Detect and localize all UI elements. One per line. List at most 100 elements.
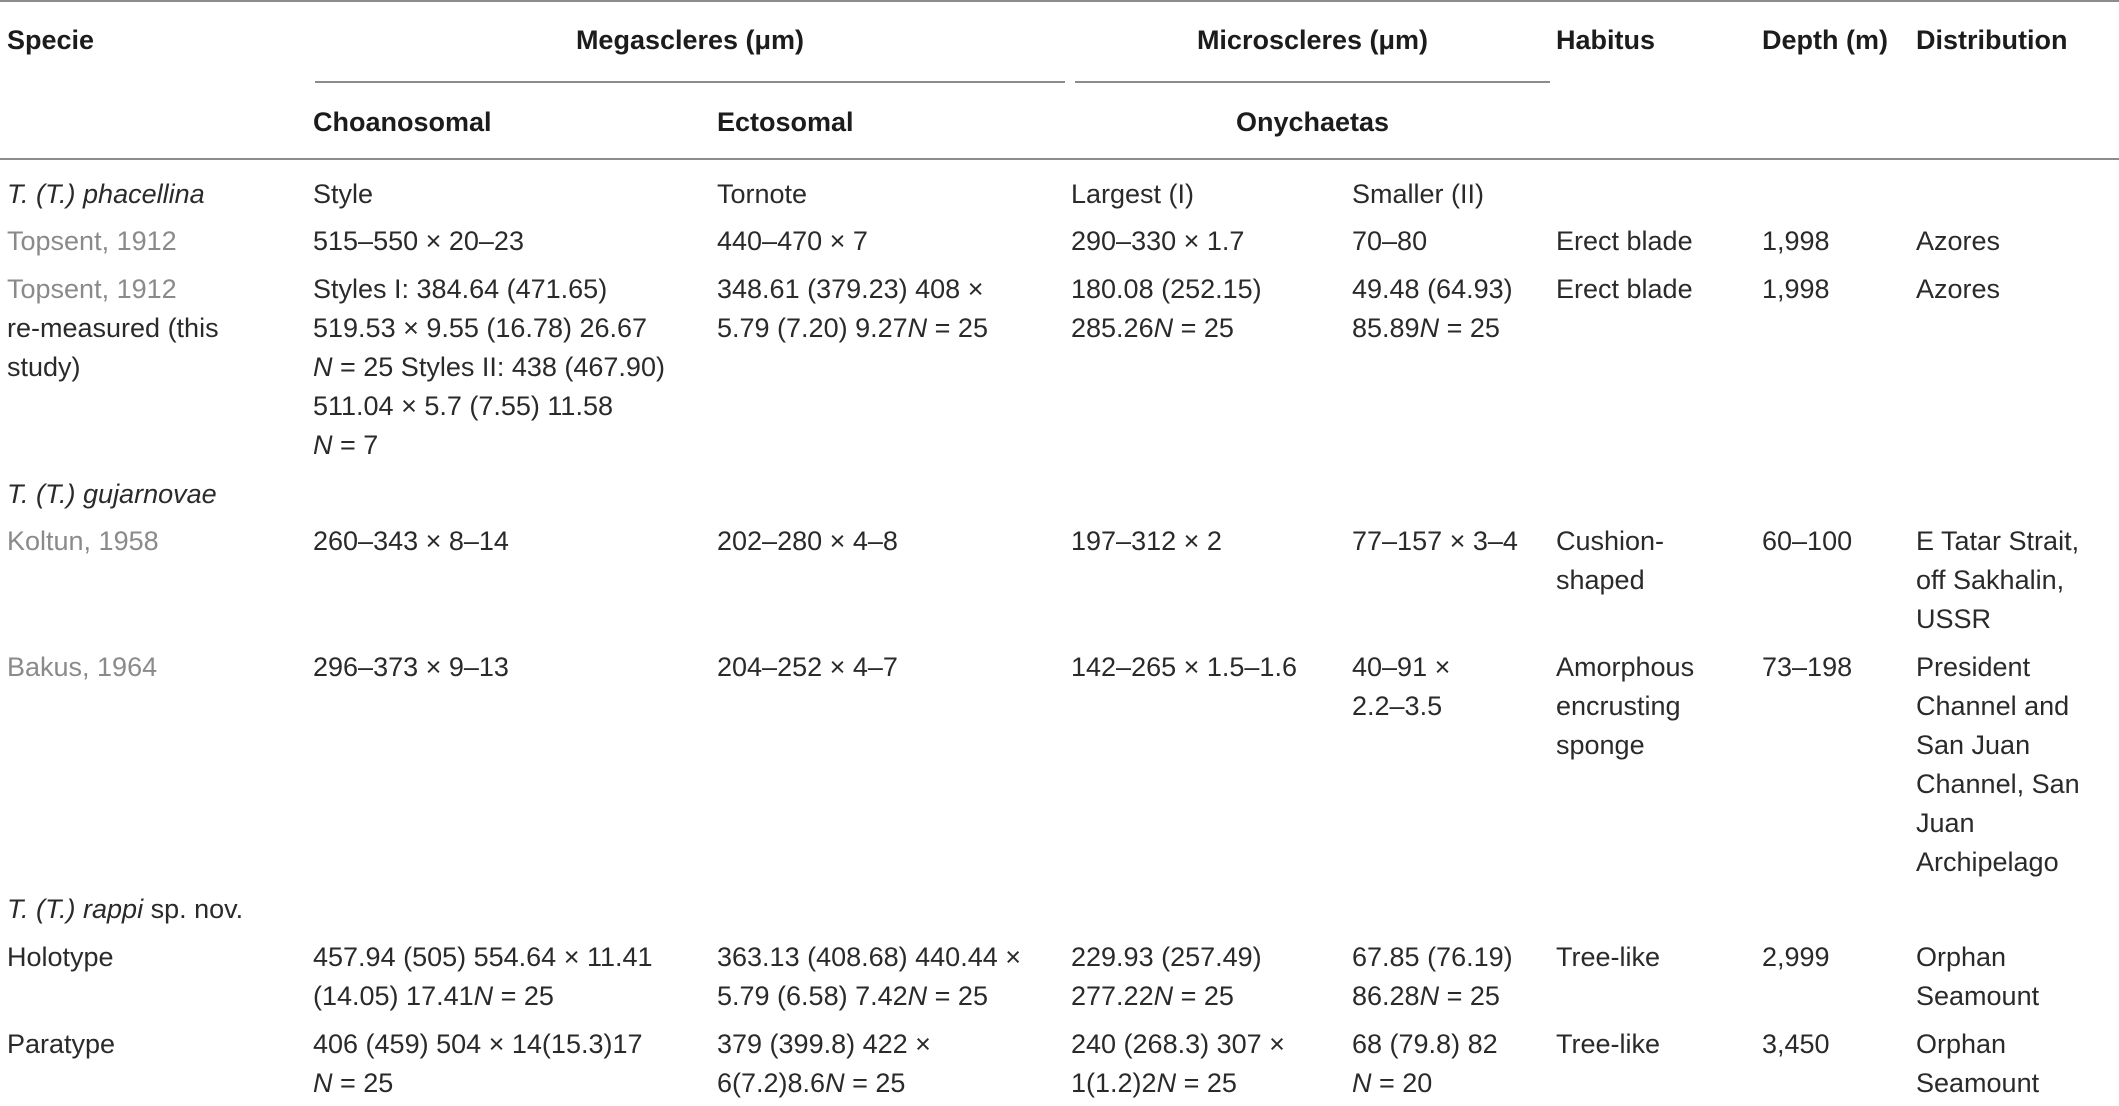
spicule-type-largest: Largest (I) — [1071, 179, 1195, 209]
cell-largest-cont: 1(1.2)2N = 25 — [1071, 1068, 1237, 1098]
header-choanosomal: Choanosomal — [313, 107, 492, 137]
cell-habitus-cont: sponge — [1556, 730, 1645, 760]
cell-specie: Holotype — [7, 942, 114, 972]
cell-smaller: 70–80 — [1352, 226, 1428, 256]
cell-smaller-cont: N = 20 — [1352, 1068, 1433, 1098]
group-species-heading: T. (T.) rappi sp. nov. — [7, 890, 243, 929]
cell-distribution: Azores — [1916, 226, 2001, 256]
cell-distribution-cont: Channel, San — [1916, 769, 2080, 799]
cell-ectosomal: 204–252 × 4–7 — [717, 652, 898, 682]
header-microscleres: Microscleres (μm) — [1196, 25, 1429, 55]
cell-habitus: Amorphous — [1556, 652, 1695, 682]
cell-specie: Topsent, 1912 — [7, 274, 177, 304]
cell-ectosomal-cont: 5.79 (7.20) 9.27N = 25 — [717, 313, 988, 343]
cell-specie: Koltun, 1958 — [7, 526, 159, 556]
cell-choanosomal-cont: 511.04 × 5.7 (7.55) 11.58 — [313, 391, 613, 421]
cell-largest: 229.93 (257.49) — [1071, 942, 1262, 972]
cell-choanosomal: 406 (459) 504 × 14(15.3)17 — [313, 1029, 643, 1059]
cell-ectosomal-cont: 5.79 (6.58) 7.42N = 25 — [717, 981, 988, 1011]
cell-smaller: 77–157 × 3–4 — [1352, 526, 1518, 556]
genus-prefix: T. (T.) — [7, 179, 84, 209]
cell-largest: 240 (268.3) 307 × — [1071, 1029, 1285, 1059]
cell-distribution-cont: Seamount — [1916, 1068, 2040, 1098]
cell-ectosomal: 202–280 × 4–8 — [717, 526, 898, 556]
cell-smaller: 49.48 (64.93) — [1352, 274, 1513, 304]
species-epithet: gujarnovae — [83, 479, 217, 509]
header-megascleres: Megascleres (μm) — [575, 25, 805, 55]
cell-largest: 180.08 (252.15) — [1071, 274, 1262, 304]
cell-choanosomal-cont: 519.53 × 9.55 (16.78) 26.67 — [313, 313, 648, 343]
cell-habitus: Tree-like — [1556, 1029, 1661, 1059]
cell-distribution: Azores — [1916, 274, 2001, 304]
cell-largest: 290–330 × 1.7 — [1071, 226, 1245, 256]
cell-specie: Bakus, 1964 — [7, 652, 158, 682]
cell-depth: 2,999 — [1762, 942, 1830, 972]
cell-depth: 60–100 — [1762, 526, 1853, 556]
cell-habitus-cont: shaped — [1556, 565, 1645, 595]
cell-smaller-cont: 86.28N = 25 — [1352, 981, 1500, 1011]
genus-prefix: T. (T.) — [7, 894, 84, 924]
cell-smaller-cont: 2.2–3.5 — [1352, 691, 1443, 721]
cell-distribution: Orphan — [1916, 1029, 2007, 1059]
cell-distribution-cont: USSR — [1916, 604, 1992, 634]
cell-distribution-cont: Seamount — [1916, 981, 2040, 1011]
header-depth: Depth (m) — [1762, 25, 1888, 55]
cell-habitus: Erect blade — [1556, 226, 1693, 256]
cell-specie-cont: re-measured (this — [7, 313, 219, 343]
cell-specie: Paratype — [7, 1029, 116, 1059]
cell-ectosomal: 348.61 (379.23) 408 × — [717, 274, 984, 304]
cell-habitus: Cushion- — [1556, 526, 1665, 556]
cell-ectosomal: 440–470 × 7 — [717, 226, 868, 256]
cell-choanosomal: 457.94 (505) 554.64 × 11.41 — [313, 942, 653, 972]
header-habitus: Habitus — [1556, 25, 1656, 55]
cell-choanosomal-cont: N = 7 — [313, 430, 379, 460]
cell-smaller: 40–91 × — [1352, 652, 1451, 682]
cell-smaller: 68 (79.8) 82 — [1352, 1029, 1498, 1059]
spicule-type-tornote: Tornote — [717, 179, 808, 209]
cell-choanosomal-cont: (14.05) 17.41N = 25 — [313, 981, 554, 1011]
cell-ectosomal: 379 (399.8) 422 × — [717, 1029, 931, 1059]
cell-distribution-cont: off Sakhalin, — [1916, 565, 2065, 595]
species-epithet: rappi — [83, 894, 144, 924]
cell-habitus: Tree-like — [1556, 942, 1661, 972]
cell-smaller: 67.85 (76.19) — [1352, 942, 1513, 972]
cell-specie: Topsent, 1912 — [7, 226, 177, 256]
spicule-type-smaller: Smaller (II) — [1352, 179, 1485, 209]
cell-choanosomal: 260–343 × 8–14 — [313, 526, 509, 556]
cell-largest-cont: 285.26N = 25 — [1071, 313, 1234, 343]
cell-choanosomal-cont: N = 25 — [313, 1068, 394, 1098]
cell-depth: 3,450 — [1762, 1029, 1830, 1059]
cell-ectosomal: 363.13 (408.68) 440.44 × — [717, 942, 1022, 972]
cell-habitus-cont: encrusting — [1556, 691, 1681, 721]
cell-distribution: E Tatar Strait, — [1916, 526, 2080, 556]
group-species-heading: T. (T.) phacellina — [7, 175, 205, 214]
species-epithet: phacellina — [83, 179, 205, 209]
cell-largest: 197–312 × 2 — [1071, 526, 1222, 556]
cell-depth: 73–198 — [1762, 652, 1853, 682]
cell-largest-cont: 277.22N = 25 — [1071, 981, 1234, 1011]
cell-choanosomal-cont: N = 25 Styles II: 438 (467.90) — [313, 352, 665, 382]
spicule-type-style: Style — [313, 179, 374, 209]
cell-distribution: President — [1916, 652, 2031, 682]
cell-ectosomal-cont: 6(7.2)8.6N = 25 — [717, 1068, 906, 1098]
species-suffix: sp. nov. — [143, 894, 244, 924]
header-specie: Specie — [7, 25, 95, 55]
cell-depth: 1,998 — [1762, 274, 1830, 304]
cell-largest: 142–265 × 1.5–1.6 — [1071, 652, 1297, 682]
microscleres-span-rule — [1075, 81, 1550, 83]
cell-distribution-cont: Archipelago — [1916, 847, 2059, 877]
cell-depth: 1,998 — [1762, 226, 1830, 256]
table-top-rule — [0, 0, 2119, 2]
header-ectosomal: Ectosomal — [717, 107, 854, 137]
header-onychaetas: Onychaetas — [1235, 107, 1390, 137]
cell-choanosomal: Styles I: 384.64 (471.65) — [313, 274, 608, 304]
header-distribution: Distribution — [1916, 25, 2068, 55]
megascleres-span-rule — [315, 81, 1065, 83]
cell-specie-cont: study) — [7, 352, 81, 382]
cell-distribution-cont: Channel and — [1916, 691, 2070, 721]
cell-distribution-cont: San Juan — [1916, 730, 2031, 760]
cell-distribution: Orphan — [1916, 942, 2007, 972]
genus-prefix: T. (T.) — [7, 479, 84, 509]
cell-choanosomal: 515–550 × 20–23 — [313, 226, 524, 256]
